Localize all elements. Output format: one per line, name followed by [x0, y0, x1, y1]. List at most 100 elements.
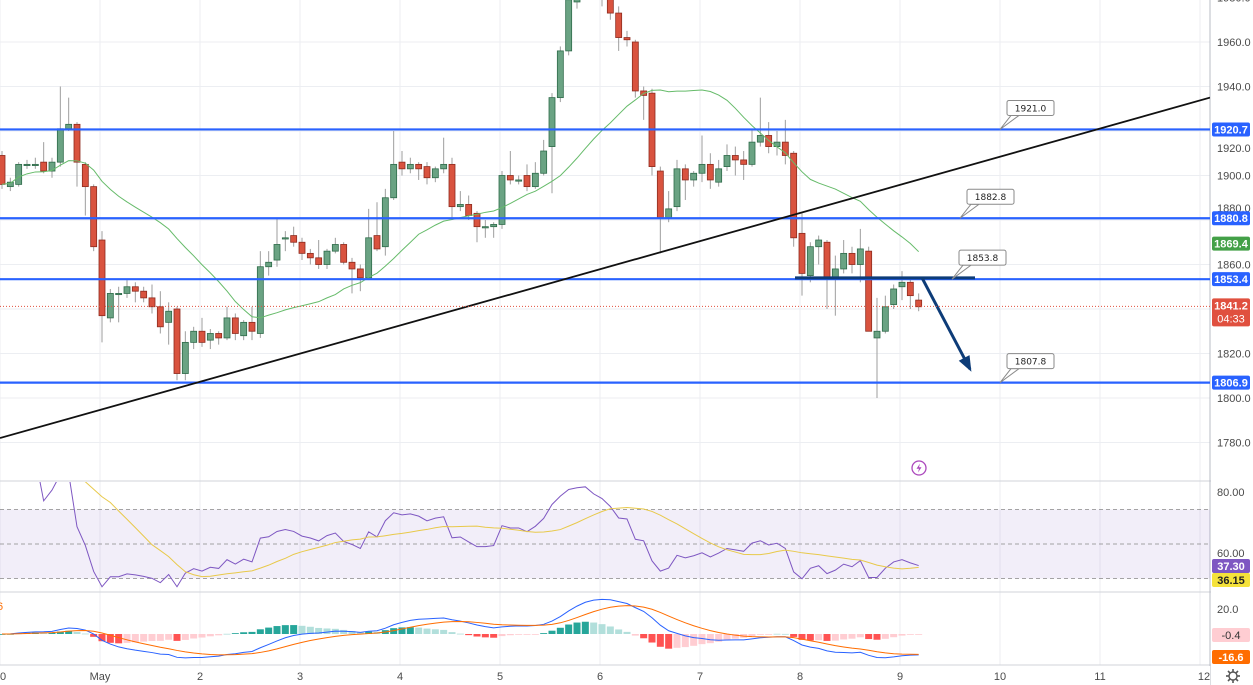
- candle: [315, 240, 323, 269]
- macd-histogram-bar: [131, 634, 139, 643]
- price-callout[interactable]: 1853.8: [951, 249, 1007, 280]
- macd-histogram-bar: [765, 634, 773, 635]
- candle: [6, 177, 14, 192]
- candle-body: [865, 250, 873, 332]
- candle-body: [548, 97, 556, 147]
- time-tick-label: 9: [897, 671, 903, 683]
- callout-label: 1921.0: [1015, 104, 1047, 114]
- candle: [423, 162, 431, 185]
- macd-pane[interactable]: [0, 598, 923, 659]
- price-callout[interactable]: 1882.8: [959, 188, 1015, 219]
- candle: [215, 331, 223, 345]
- macd-histogram-bar: [615, 629, 623, 634]
- macd-histogram-bar: [673, 634, 681, 648]
- callout-box: [958, 249, 1007, 266]
- macd-histogram-bar: [315, 627, 323, 634]
- macd-histogram-bar: [415, 627, 423, 634]
- time-tick-label: 7: [697, 671, 703, 683]
- candle: [298, 237, 306, 261]
- candle-body: [56, 128, 64, 163]
- settings-button[interactable]: [1226, 669, 1240, 683]
- candle-body: [540, 150, 548, 174]
- last-price-tag-bg: [1212, 298, 1250, 327]
- macd-histogram-bar: [181, 634, 189, 640]
- trendline[interactable]: [0, 96, 1210, 439]
- macd-histogram-bar: [840, 634, 848, 640]
- candle: [65, 97, 73, 131]
- candle: [73, 122, 81, 187]
- candle: [273, 217, 281, 267]
- macd-tick-label: 20.0: [1217, 604, 1238, 616]
- candle: [140, 286, 148, 303]
- macd-histogram-bar: [773, 633, 781, 635]
- candle-body: [465, 204, 473, 216]
- price-callout[interactable]: 1807.8: [999, 353, 1055, 384]
- candle: [640, 86, 648, 120]
- macd-histogram-bar: [298, 625, 306, 634]
- macd-histogram-bar: [40, 632, 48, 634]
- time-tick-label: 2: [197, 671, 203, 683]
- candle-body: [265, 261, 273, 268]
- candle-body: [348, 261, 356, 270]
- candle-body: [881, 306, 889, 332]
- time-axis[interactable]: [0, 666, 1210, 685]
- time-tick-label: 12: [1198, 671, 1210, 683]
- candle-body: [256, 266, 264, 334]
- macd-histogram-bar: [781, 633, 789, 635]
- candle: [723, 144, 731, 172]
- macd-histogram-bar: [206, 634, 214, 637]
- candle: [698, 135, 706, 183]
- macd-histogram-bar: [306, 626, 314, 634]
- candle-body: [656, 170, 664, 219]
- alert-button[interactable]: [911, 460, 927, 476]
- macd-histogram-bar: [731, 634, 739, 639]
- candle: [231, 313, 239, 341]
- rsi-ma-tag: 36.15: [1212, 573, 1250, 587]
- candle: [306, 248, 314, 265]
- price-tag-bg: [1212, 122, 1250, 137]
- gear-icon-teeth: [1226, 669, 1240, 683]
- macd-histogram-bar: [448, 632, 456, 634]
- price-tag: 1853.4: [1212, 272, 1250, 287]
- price-callout[interactable]: 1921.0: [999, 99, 1055, 130]
- macd-histogram-bar: [756, 634, 764, 635]
- macd-histogram-bar: [323, 628, 331, 634]
- candle-body: [106, 293, 114, 319]
- candle: [165, 302, 173, 345]
- candle: [331, 237, 339, 254]
- candle-body: [148, 297, 156, 308]
- macd-histogram-bar: [440, 629, 448, 634]
- candle-body: [273, 244, 281, 261]
- candle-body: [890, 288, 898, 305]
- candle-body: [715, 168, 723, 183]
- price-tag: 1869.4: [1212, 236, 1250, 251]
- candle-body: [390, 163, 398, 199]
- macd-histogram-bar: [898, 634, 906, 636]
- macd-histogram-bar: [865, 634, 873, 640]
- candle-body: [790, 152, 798, 239]
- candle-body: [681, 168, 689, 181]
- candle: [681, 164, 689, 200]
- candle: [290, 226, 298, 247]
- candle-body: [48, 161, 56, 172]
- macd-histogram-bar: [490, 634, 498, 638]
- time-tick-label: 8: [797, 671, 803, 683]
- candle-body: [81, 163, 89, 188]
- down-arrow-line[interactable]: [920, 277, 972, 370]
- candle: [773, 131, 781, 156]
- price-pane[interactable]: 1921.0 1882.8 1853.8 1807.8: [0, 0, 1210, 439]
- rsi-pane[interactable]: [0, 458, 1210, 588]
- macd-histogram-bar: [881, 634, 889, 639]
- candle-body: [298, 241, 306, 254]
- candle-body: [490, 224, 498, 228]
- candle: [40, 142, 48, 174]
- price-tick-label: 1940.0: [1217, 82, 1251, 94]
- candle: [848, 246, 856, 274]
- macd-histogram-bar: [598, 624, 606, 634]
- candle-body: [356, 268, 364, 279]
- price-tag-label: 1806.9: [1214, 378, 1248, 390]
- time-tick-label: 10: [994, 671, 1006, 683]
- candle: [531, 162, 539, 189]
- candle-body: [690, 172, 698, 181]
